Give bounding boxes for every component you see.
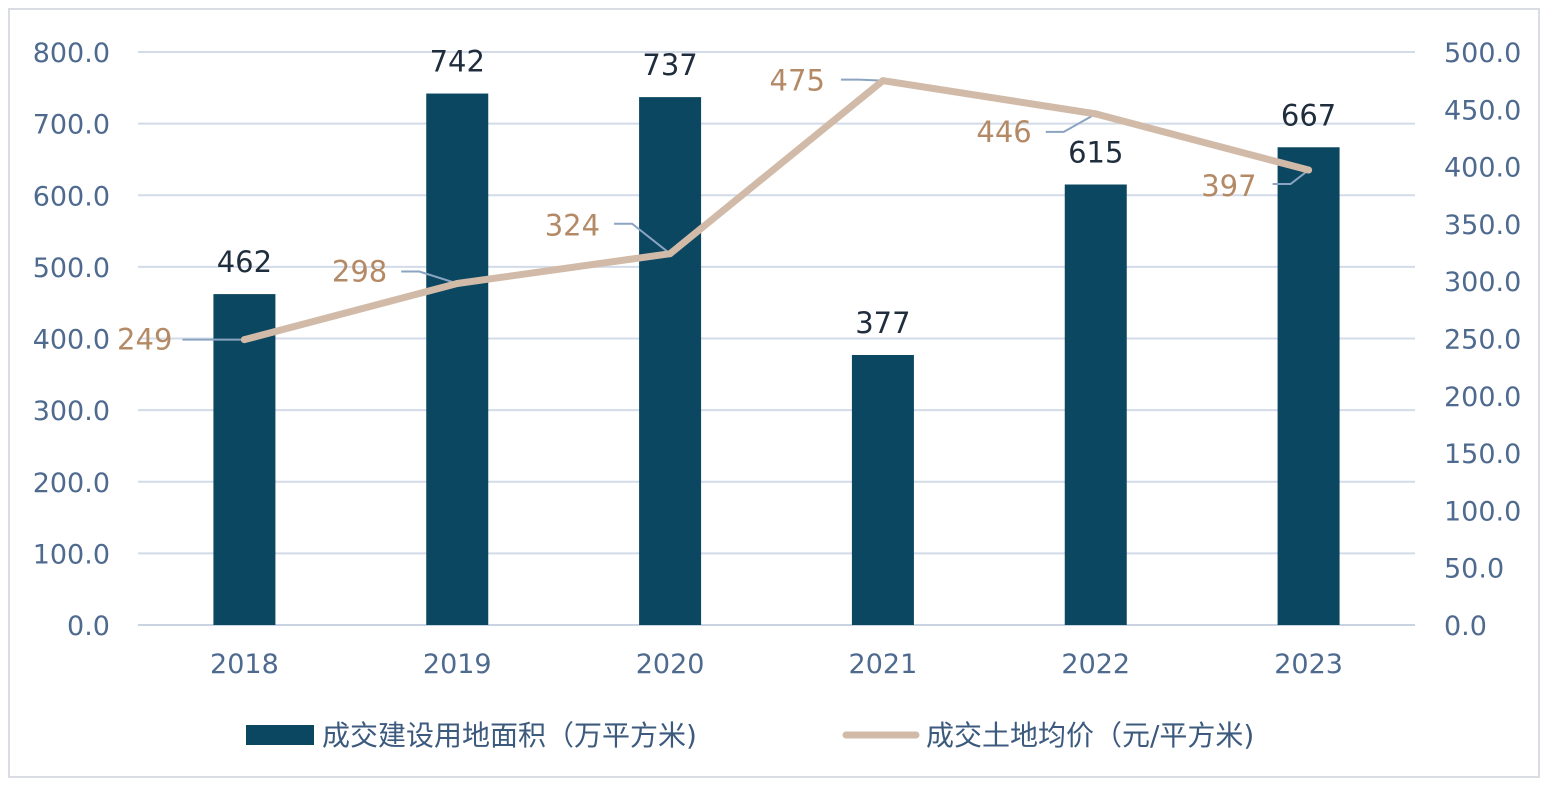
line-value-label: 475 (770, 64, 825, 98)
line-series-path (240, 77, 1313, 344)
leader-line (840, 78, 883, 82)
x-tick-label: 2022 (1061, 649, 1130, 680)
y-right-tick-label: 0.0 (1444, 611, 1487, 642)
leader-lines (182, 78, 1310, 341)
y-left-tick-label: 800.0 (33, 38, 110, 69)
x-tick-label: 2018 (210, 649, 279, 680)
y-left-tick-label: 300.0 (33, 396, 110, 427)
line-point (879, 77, 887, 85)
x-tick-label: 2019 (423, 649, 492, 680)
chart-frame: 462 742 737 377 615 667 249 298 324 475 446 397 0.0… (8, 8, 1540, 778)
y-left-tick-label: 0.0 (67, 611, 110, 642)
y-left-tick-label: 200.0 (33, 468, 110, 499)
line-value-label: 324 (545, 209, 600, 243)
line-value-label: 298 (332, 254, 387, 288)
leader-line (401, 270, 458, 285)
x-tick-label: 2020 (636, 649, 705, 680)
x-tick-label: 2023 (1274, 649, 1343, 680)
bar (1277, 147, 1340, 626)
axes: 0.0 100.0 200.0 300.0 400.0 500.0 600.0 700.0 80… (33, 38, 1522, 680)
legend-swatch-bar (246, 725, 314, 745)
bar (639, 97, 702, 625)
y-left-tick-label: 600.0 (33, 181, 110, 212)
bar-series (213, 93, 1340, 626)
line-point (666, 250, 674, 258)
legend-label-bar: 成交建设用地面积（万平方米) (322, 719, 697, 752)
bar-value-label: 462 (217, 245, 272, 279)
y-right-tick-label: 50.0 (1444, 554, 1504, 585)
bar (213, 294, 276, 625)
line-point (1305, 166, 1313, 174)
y-right-tick-label: 450.0 (1444, 95, 1521, 126)
y-right-tick-label: 250.0 (1444, 325, 1521, 356)
y-right-tick-label: 100.0 (1444, 496, 1521, 527)
line-series (240, 77, 1313, 344)
y-right-tick-label: 150.0 (1444, 439, 1521, 470)
x-tick-label: 2021 (849, 649, 918, 680)
y-right-tick-label: 200.0 (1444, 382, 1521, 413)
line-value-label: 446 (976, 115, 1031, 149)
line-value-label: 397 (1201, 169, 1256, 203)
line-point (453, 279, 461, 287)
line-value-label: 249 (117, 323, 172, 357)
legend-label-line: 成交土地均价（元/平方米) (926, 719, 1254, 752)
leader-line (1272, 169, 1310, 186)
y-left-tick-label: 100.0 (33, 539, 110, 570)
y-left-tick-label: 500.0 (33, 253, 110, 284)
combo-chart: 462 742 737 377 615 667 249 298 324 475 446 397 0.0… (33, 38, 1522, 752)
y-right-tick-label: 350.0 (1444, 210, 1521, 241)
gridlines (138, 51, 1415, 626)
bar-value-label: 615 (1068, 136, 1123, 170)
leader-line (1045, 113, 1097, 133)
bar-value-label: 667 (1281, 98, 1336, 132)
line-point (240, 336, 248, 344)
y-right-tick-label: 300.0 (1444, 267, 1521, 298)
line-point (1092, 110, 1100, 118)
bar-value-label: 742 (430, 45, 485, 79)
bar (426, 93, 489, 626)
bar (851, 354, 914, 625)
data-labels: 462 742 737 377 615 667 249 298 324 475 446 397 (117, 45, 1336, 357)
y-right-tick-label: 500.0 (1444, 38, 1521, 69)
bar-value-label: 377 (855, 306, 910, 340)
legend: 成交建设用地面积（万平方米) 成交土地均价（元/平方米) (246, 719, 1254, 752)
y-left-tick-label: 400.0 (33, 325, 110, 356)
y-right-tick-label: 400.0 (1444, 153, 1521, 184)
y-left-tick-label: 700.0 (33, 110, 110, 141)
bar-value-label: 737 (642, 48, 697, 82)
leader-line (614, 222, 671, 255)
bar (1064, 184, 1127, 625)
